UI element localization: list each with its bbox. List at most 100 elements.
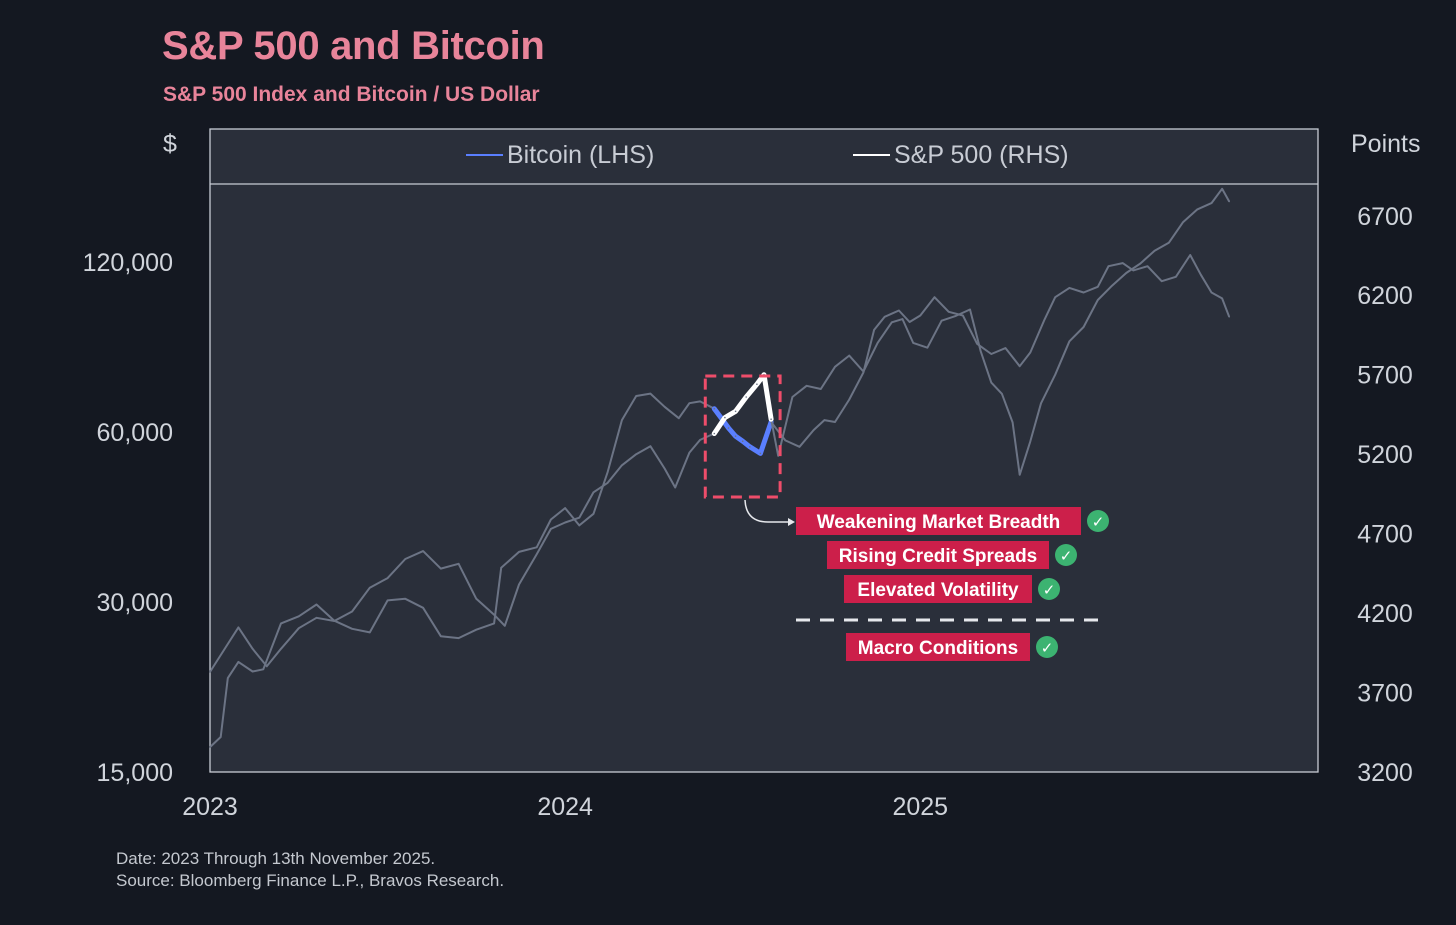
point-bitcoin xyxy=(500,567,503,569)
point-bitcoin xyxy=(1189,254,1191,256)
point-sp500 xyxy=(251,648,254,650)
point-bitcoin xyxy=(727,427,730,429)
point-sp500 xyxy=(745,396,747,398)
point-sp500 xyxy=(550,528,552,530)
point-bitcoin xyxy=(518,551,520,553)
point-sp500 xyxy=(805,385,808,387)
check-icon: ✓ xyxy=(1043,581,1056,599)
point-sp500 xyxy=(1040,402,1042,405)
point-bitcoin xyxy=(1029,351,1032,354)
annotation-box xyxy=(827,541,1049,569)
point-sp500 xyxy=(990,381,993,384)
point-bitcoin xyxy=(1132,269,1135,272)
point-bitcoin xyxy=(369,631,371,634)
footer-date-note: Date: 2023 Through 13th November 2025. xyxy=(116,849,436,868)
point-sp500 xyxy=(369,586,371,589)
point-sp500 xyxy=(592,491,595,494)
point-bitcoin xyxy=(1097,286,1099,288)
point-sp500 xyxy=(688,451,691,454)
point-bitcoin xyxy=(219,736,222,738)
point-sp500 xyxy=(674,486,676,489)
point-bitcoin xyxy=(1082,291,1085,294)
point-bitcoin xyxy=(1107,265,1110,268)
point-bitcoin xyxy=(947,311,950,313)
annotation-box xyxy=(844,575,1032,603)
check-circle-icon xyxy=(1038,578,1060,600)
point-bitcoin xyxy=(493,622,495,625)
point-bitcoin xyxy=(535,546,538,549)
point-sp500 xyxy=(1011,421,1014,424)
point-sp500 xyxy=(280,648,282,650)
point-sp500 xyxy=(834,366,836,368)
point-bitcoin xyxy=(351,628,353,630)
point-bitcoin xyxy=(908,321,911,323)
y-left-tick-label: 15,000 xyxy=(97,759,173,787)
point-bitcoin xyxy=(1121,262,1124,264)
point-bitcoin xyxy=(298,615,300,618)
point-bitcoin xyxy=(1221,297,1223,300)
y-right-tick-label: 3700 xyxy=(1357,680,1413,708)
point-sp500 xyxy=(777,455,779,457)
point-sp500 xyxy=(876,342,879,344)
point-sp500 xyxy=(266,665,268,668)
point-sp500 xyxy=(1210,202,1213,204)
point-sp500 xyxy=(621,464,623,467)
annotation-box xyxy=(846,633,1030,661)
point-bitcoin xyxy=(592,513,595,515)
annotation-arrowhead xyxy=(788,518,795,526)
point-bitcoin xyxy=(848,398,850,401)
point-bitcoin xyxy=(564,507,566,509)
point-bitcoin xyxy=(1043,318,1046,321)
point-bitcoin xyxy=(759,452,762,455)
point-sp500 xyxy=(1221,188,1223,190)
y-left-tick-label: 60,000 xyxy=(97,419,173,447)
point-sp500 xyxy=(1139,262,1142,265)
point-sp500 xyxy=(848,354,850,357)
point-bitcoin xyxy=(262,668,265,671)
point-sp500 xyxy=(404,558,407,560)
point-sp500 xyxy=(493,613,495,616)
point-sp500 xyxy=(578,516,581,519)
point-bitcoin xyxy=(1068,287,1071,289)
point-bitcoin xyxy=(713,407,716,410)
point-bitcoin xyxy=(834,421,836,423)
annotation-box xyxy=(796,507,1081,535)
annotation-label: Elevated Volatility xyxy=(857,580,1019,601)
chart-title: S&P 500 and Bitcoin xyxy=(162,24,545,68)
point-sp500 xyxy=(770,418,772,421)
point-sp500 xyxy=(351,610,353,613)
y-right-tick-label: 4200 xyxy=(1357,600,1413,628)
point-bitcoin xyxy=(404,598,407,600)
y-right-tick-label: 5200 xyxy=(1357,441,1413,469)
point-sp500 xyxy=(1097,299,1099,301)
check-circle-icon xyxy=(1087,510,1109,532)
point-sp500 xyxy=(955,315,957,317)
legend: Bitcoin (LHS) S&P 500 (RHS) xyxy=(466,141,1069,169)
annotation-item: Macro Conditions ✓ xyxy=(846,633,1058,661)
point-sp500 xyxy=(1125,272,1127,274)
point-sp500 xyxy=(535,553,538,556)
point-bitcoin xyxy=(475,628,478,631)
point-sp500 xyxy=(209,671,211,673)
annotation-label: Rising Credit Spreads xyxy=(839,546,1038,567)
point-bitcoin xyxy=(990,353,993,355)
annotation-item: Rising Credit Spreads ✓ xyxy=(827,541,1077,569)
point-sp500 xyxy=(1182,221,1184,223)
point-bitcoin xyxy=(734,435,737,438)
check-icon: ✓ xyxy=(1092,513,1105,531)
point-sp500 xyxy=(699,439,701,441)
point-bitcoin xyxy=(919,314,922,317)
point-bitcoin xyxy=(678,417,680,420)
point-sp500 xyxy=(386,577,389,579)
point-sp500 xyxy=(298,627,300,629)
point-bitcoin xyxy=(1018,365,1021,368)
point-bitcoin xyxy=(688,402,691,405)
point-sp500 xyxy=(1068,340,1071,343)
point-sp500 xyxy=(237,626,240,629)
point-sp500 xyxy=(1018,474,1021,476)
point-sp500 xyxy=(1054,373,1056,376)
point-bitcoin xyxy=(550,518,552,521)
point-sp500 xyxy=(969,308,971,311)
point-bitcoin xyxy=(699,400,701,403)
point-sp500 xyxy=(820,388,822,390)
